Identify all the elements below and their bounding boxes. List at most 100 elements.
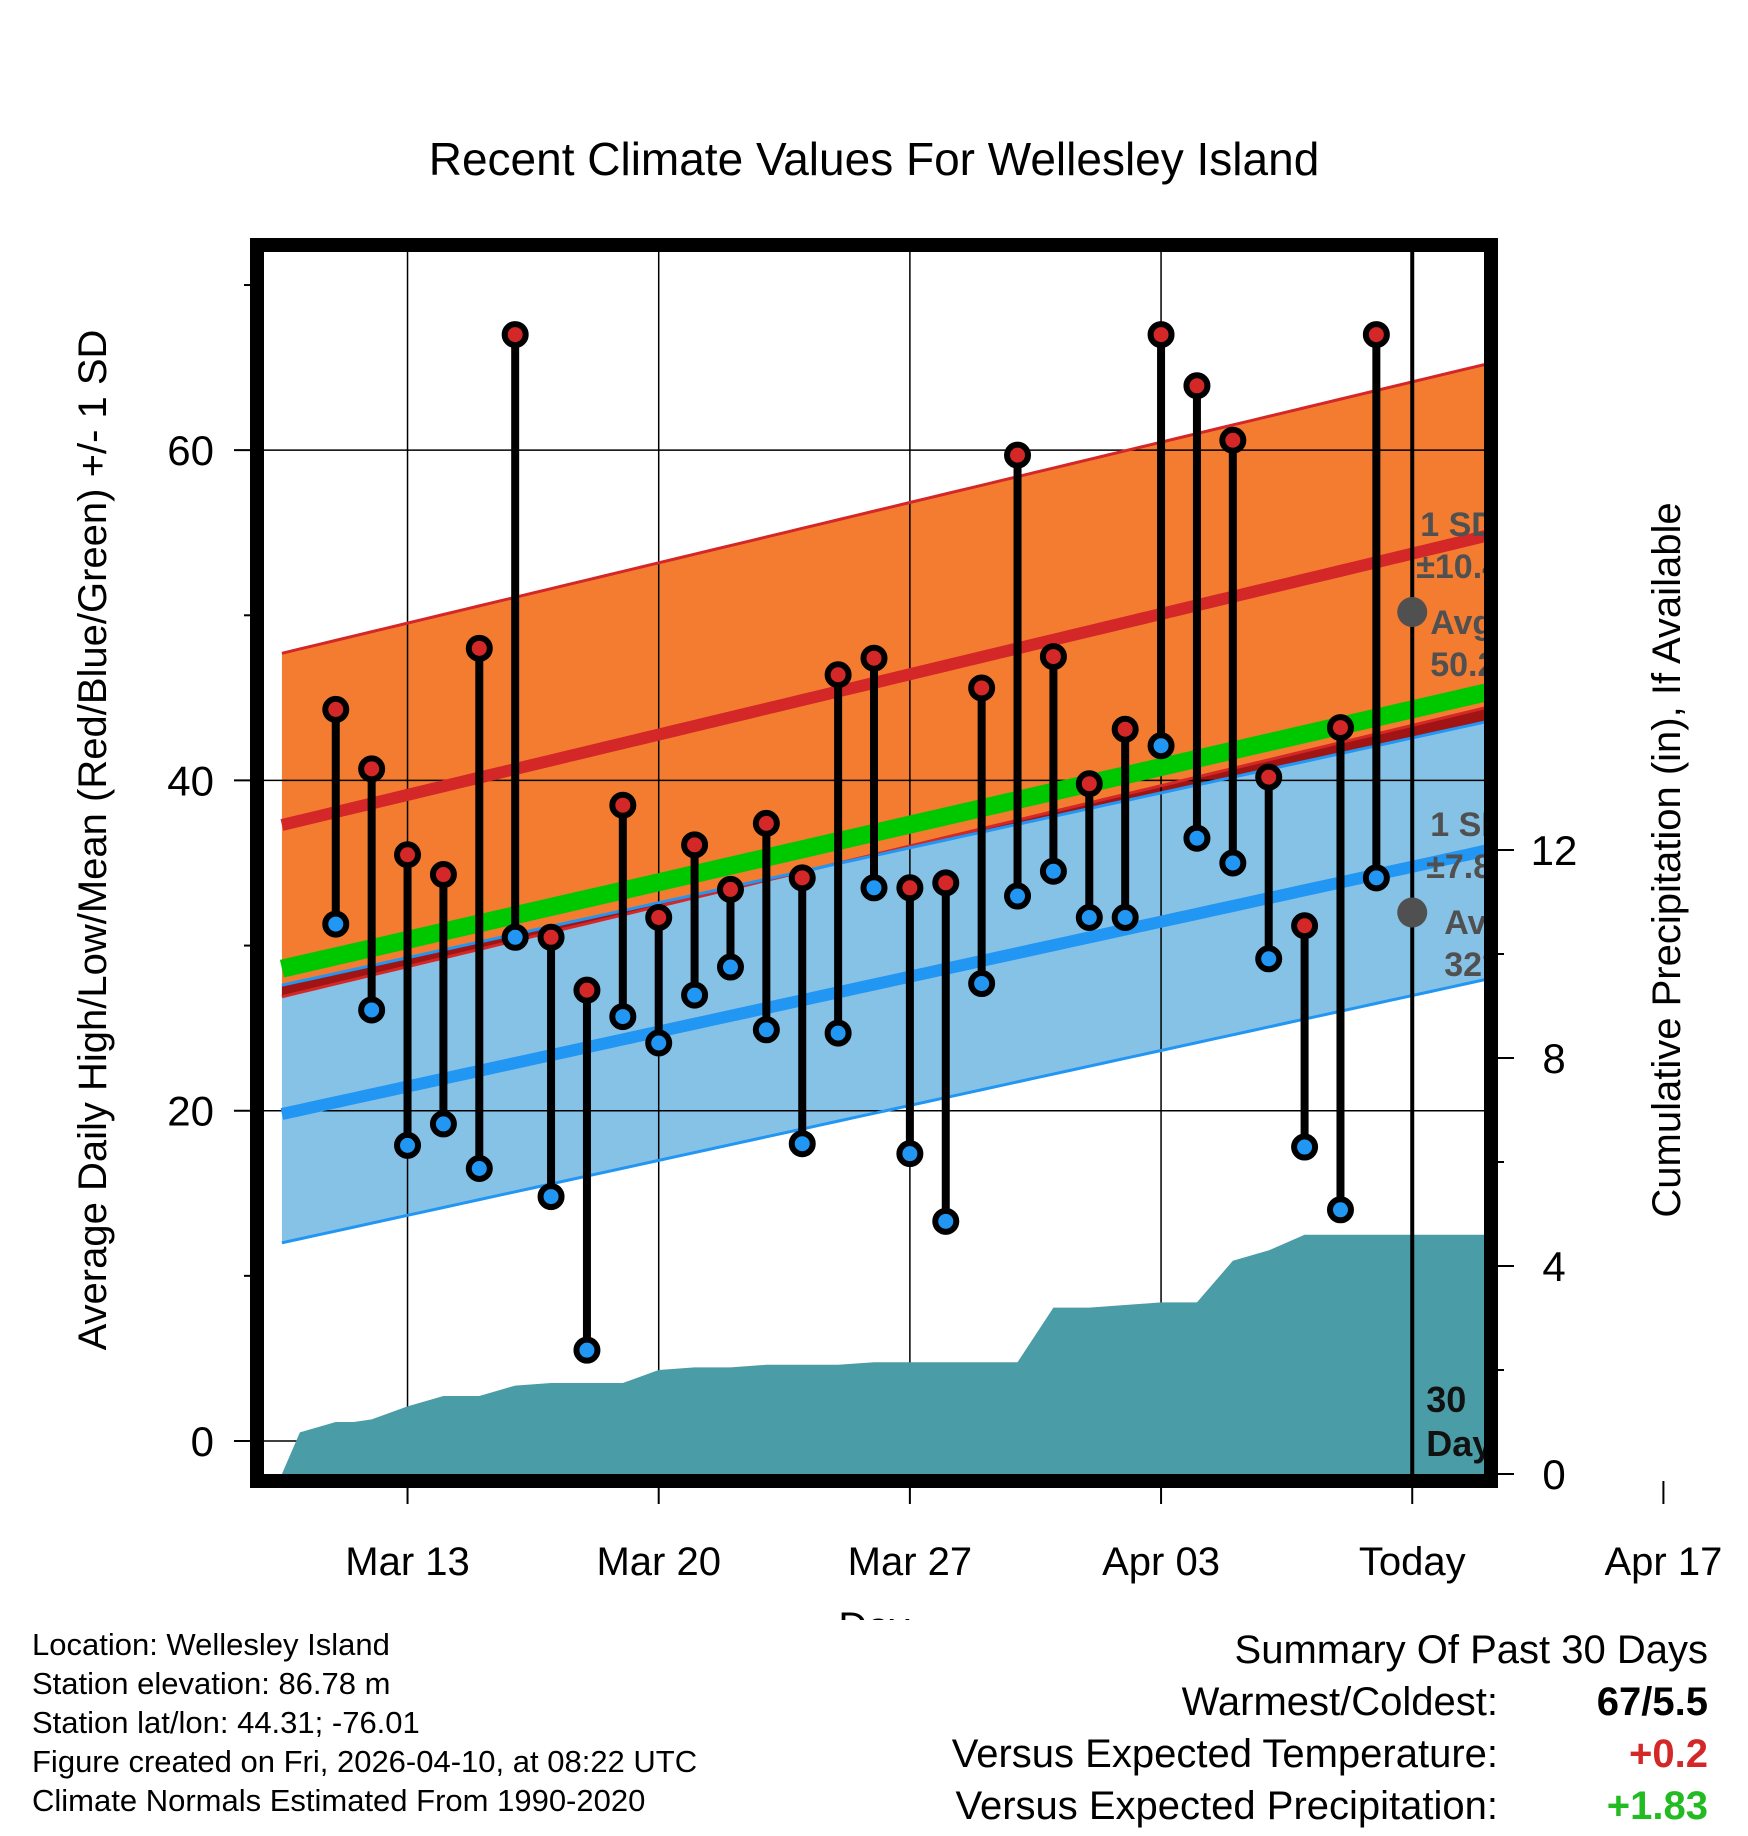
latlon-text: Station lat/lon: 44.31; -76.01: [32, 1705, 420, 1740]
x-tick-label: Mar 13: [345, 1540, 470, 1584]
low-avg-value: 32°F: [1444, 946, 1516, 984]
y-tick-label: 0: [191, 1418, 214, 1465]
daily-high-point: [824, 661, 852, 689]
daily-low-point: [896, 1140, 924, 1168]
high-sd-value: ±10.4°F: [1416, 548, 1535, 586]
daily-high-point: [645, 903, 673, 931]
daily-low-point: [752, 1016, 780, 1044]
summary-heading: Summary Of Past 30 Days: [1234, 1628, 1708, 1672]
y-tick-label: 20: [167, 1088, 214, 1135]
daily-low-point: [1075, 903, 1103, 931]
daily-high-point: [1362, 321, 1390, 349]
x-axis-label: Day: [838, 1605, 909, 1620]
high-avg-value: 50.2°F: [1430, 646, 1531, 684]
daily-high-point: [501, 321, 529, 349]
daily-low-point: [394, 1131, 422, 1159]
precip-label: Versus Expected Precipitation:: [955, 1784, 1498, 1828]
mean-normal-line: [279, 683, 1484, 978]
low-normal-line: [280, 844, 1484, 1120]
low-lower-sd-line: [281, 978, 1484, 1245]
daily-low-point: [645, 1029, 673, 1057]
daily-low-point: [824, 1019, 852, 1047]
plot-frame: [250, 238, 1498, 1488]
daily-low-point: [1039, 857, 1067, 885]
y-axis-label: Average Daily High/Low/Mean (Red/Blue/Gr…: [71, 330, 115, 1351]
daily-low-point: [1255, 945, 1283, 973]
y2-tick-label: 0: [1542, 1451, 1565, 1498]
daily-high-point: [716, 875, 744, 903]
low-upper-sd-line: [281, 720, 1484, 987]
low-sd-value: ±7.8°F: [1426, 848, 1526, 886]
x-tick-label: Today: [1359, 1540, 1466, 1584]
y2-tick-label: 12: [1531, 827, 1578, 874]
summary-panel: Summary Of Past 30 Days Warmest/Coldest:…: [900, 1628, 1708, 1836]
normals-text: Climate Normals Estimated From 1990-2020: [32, 1783, 646, 1818]
y2-tick-label: 4: [1542, 1243, 1565, 1290]
daily-high-point: [1039, 643, 1067, 671]
daily-high-point: [1255, 763, 1283, 791]
daily-high-point: [358, 755, 386, 783]
y-tick-label: 60: [167, 427, 214, 474]
daily-high-point: [752, 809, 780, 837]
daily-high-point: [322, 695, 350, 723]
daily-low-point: [1219, 849, 1247, 877]
x-tick-label: Mar 20: [596, 1540, 721, 1584]
low-avg-label: Avg:: [1444, 904, 1518, 942]
station-metadata: Location: Wellesley Island Station eleva…: [32, 1625, 697, 1820]
warmest-value: 67/5.5: [1596, 1680, 1708, 1724]
daily-low-point: [1004, 882, 1032, 910]
chart-title: Recent Climate Values For Wellesley Isla…: [429, 133, 1320, 185]
daily-high-point: [1219, 426, 1247, 454]
daily-low-point: [1291, 1133, 1319, 1161]
daily-high-point: [1147, 321, 1175, 349]
daily-low-point: [429, 1110, 457, 1138]
warmest-label: Warmest/Coldest:: [1181, 1680, 1498, 1724]
daily-high-point: [788, 864, 816, 892]
daily-low-point: [860, 874, 888, 902]
daily-low-point: [716, 953, 744, 981]
daily-high-point: [609, 791, 637, 819]
daily-low-point: [1147, 732, 1175, 760]
daily-high-point: [681, 831, 709, 859]
daily-high-point: [896, 874, 924, 902]
high-lower-sd-line: [281, 706, 1484, 999]
today-days-label: Days: [1426, 1423, 1512, 1464]
daily-low-point: [573, 1336, 601, 1364]
y2-tick-label: 8: [1542, 1035, 1565, 1082]
daily-low-point: [1111, 903, 1139, 931]
daily-low-point: [932, 1207, 960, 1235]
daily-low-point: [788, 1130, 816, 1158]
daily-low-point: [537, 1183, 565, 1211]
daily-low-point: [1326, 1196, 1354, 1224]
temp-label: Versus Expected Temperature:: [951, 1732, 1498, 1776]
daily-high-point: [1326, 714, 1354, 742]
low-sd-label: 1 SD:: [1430, 806, 1517, 844]
daily-high-point: [573, 976, 601, 1004]
daily-high-point: [932, 869, 960, 897]
daily-high-point: [537, 923, 565, 951]
high-avg-label: Avg:: [1430, 604, 1504, 642]
x-tick-label: Apr 17: [1604, 1540, 1722, 1584]
precip-area: [281, 1234, 1484, 1474]
low-avg-marker: [1397, 897, 1428, 928]
daily-high-point: [394, 841, 422, 869]
elevation-text: Station elevation: 86.78 m: [32, 1666, 391, 1701]
daily-high-point: [1183, 372, 1211, 400]
daily-low-point: [322, 910, 350, 938]
x-tick-label: Mar 27: [848, 1540, 973, 1584]
today-days-label: 30: [1426, 1379, 1466, 1420]
high-normal-line: [280, 530, 1484, 831]
temp-value: +0.2: [1629, 1732, 1708, 1776]
daily-high-point: [1291, 912, 1319, 940]
daily-low-point: [681, 981, 709, 1009]
climate-chart: Recent Climate Values For Wellesley Isla…: [71, 133, 1722, 1620]
daily-low-point: [1362, 864, 1390, 892]
daily-high-point: [968, 674, 996, 702]
daily-low-point: [465, 1155, 493, 1182]
y-tick-label: 40: [167, 757, 214, 804]
high-upper-sd-line: [281, 363, 1484, 655]
daily-high-point: [1075, 770, 1103, 798]
daily-low-point: [1183, 824, 1211, 852]
high-sd-label: 1 SD:: [1420, 506, 1507, 544]
daily-high-point: [1111, 715, 1139, 743]
